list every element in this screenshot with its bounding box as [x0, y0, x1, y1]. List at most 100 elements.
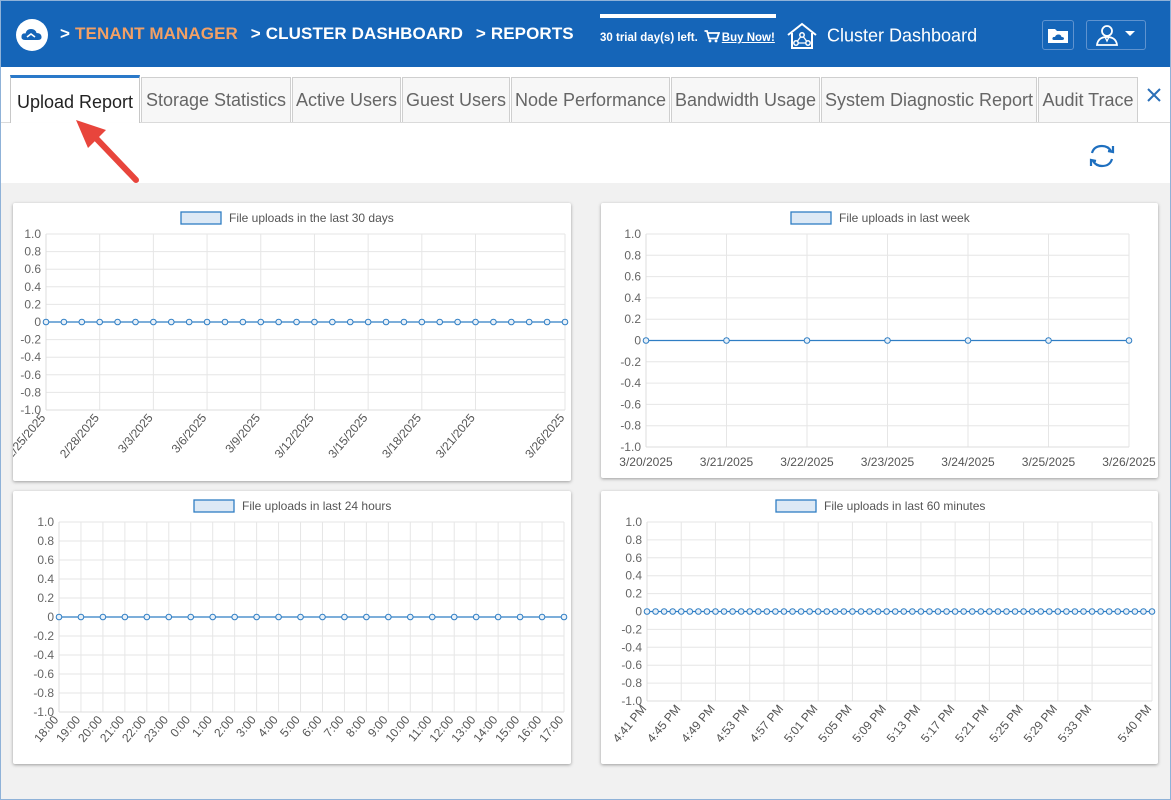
data-point [986, 608, 993, 615]
tab-active-users[interactable]: Active Users [292, 77, 401, 122]
data-point [454, 318, 461, 326]
legend-swatch [180, 211, 222, 225]
y-tick-label: 0.4 [24, 280, 41, 294]
data-point [400, 318, 408, 326]
data-point [150, 318, 157, 326]
x-tick-label: 3/26/2025 [1102, 455, 1156, 469]
x-tick-label: 3/15/2025 [325, 411, 370, 461]
y-tick-label: -0.4 [621, 640, 642, 654]
cluster-dashboard-link[interactable]: Cluster Dashboard [785, 22, 977, 50]
x-tick-label: 8:00 [343, 713, 369, 740]
data-point [55, 613, 63, 621]
data-point [677, 608, 685, 615]
data-point [253, 613, 260, 621]
data-point [686, 608, 694, 615]
x-tick-label: 2:00 [211, 713, 237, 740]
y-tick-label: -0.8 [20, 385, 41, 399]
y-tick-label: 0 [47, 610, 54, 624]
tab-storage-statistics[interactable]: Storage Statistics [141, 77, 291, 122]
y-tick-label: 0.4 [625, 569, 642, 583]
x-tick-label: 17:00 [536, 713, 566, 745]
y-tick-label: -0.2 [20, 333, 41, 347]
data-point [1037, 608, 1045, 615]
data-point [780, 608, 788, 615]
data-point [723, 337, 730, 344]
y-tick-label: 1.0 [625, 515, 642, 529]
chart-card-30-days: File uploads in the last 30 days 1.0 0.8 0.… [13, 203, 571, 481]
tab-upload-report[interactable]: Upload Report [10, 75, 140, 123]
x-tick-label: 2/25/2025 [13, 411, 49, 461]
breadcrumb-separator: > [475, 24, 486, 43]
legend-label: File uploads in last 60 minutes [824, 499, 985, 513]
x-tick-label: 5:25 PM [986, 702, 1025, 745]
buy-now-link[interactable]: Buy Now! [721, 32, 775, 45]
y-tick-label: 1.0 [24, 227, 41, 241]
y-tick-label: 0.4 [624, 291, 641, 305]
y-tick-label: -0.6 [33, 667, 54, 681]
chart-card-last-week: File uploads in last week 1.0 0.8 0.6 0.4 0.2… [601, 203, 1158, 478]
data-point [187, 613, 195, 621]
data-point [669, 608, 676, 615]
data-point [143, 613, 151, 621]
data-point [538, 613, 546, 621]
tab-node-performance[interactable]: Node Performance [511, 77, 670, 122]
user-menu-button[interactable] [1086, 20, 1146, 50]
breadcrumb-cluster-dashboard[interactable]: CLUSTER DASHBOARD [265, 24, 463, 43]
y-tick-label: 0.6 [37, 553, 54, 567]
tab-guest-users[interactable]: Guest Users [402, 77, 510, 122]
data-point [293, 318, 300, 326]
data-point [257, 318, 265, 326]
data-point [643, 608, 651, 615]
y-tick-label: -0.6 [621, 658, 642, 672]
legend-label: File uploads in last 24 hours [242, 499, 391, 513]
data-point [1045, 608, 1053, 615]
data-point [917, 608, 925, 615]
x-tick-label: 4:00 [255, 713, 281, 740]
cloud-logo-icon[interactable] [16, 19, 48, 51]
data-point [121, 613, 129, 621]
y-tick-label: 0.2 [624, 312, 641, 326]
chart-legend: File uploads in the last 30 days [180, 211, 394, 225]
data-point [884, 337, 891, 344]
refresh-icon[interactable] [1085, 140, 1119, 172]
x-tick-label: 5:21 PM [952, 702, 991, 745]
data-point [977, 608, 985, 615]
tab-audit-trace[interactable]: Audit Trace [1038, 77, 1138, 122]
data-point [508, 318, 515, 326]
x-tick-label: 5:05 PM [815, 702, 854, 745]
close-icon[interactable] [1143, 84, 1165, 106]
data-point [407, 613, 414, 621]
data-point [275, 318, 282, 326]
breadcrumb-tenant-manager[interactable]: TENANT MANAGER [75, 24, 238, 43]
data-point [1114, 608, 1122, 615]
breadcrumb: > TENANT MANAGER > CLUSTER DASHBOARD > REPO… [60, 24, 582, 44]
x-tick-label: 5:29 PM [1021, 702, 1060, 745]
data-point [297, 613, 304, 621]
data-point [185, 318, 193, 326]
y-tick-label: 0 [634, 334, 641, 348]
data-point [695, 608, 702, 615]
data-point [737, 608, 745, 615]
data-point [560, 613, 568, 621]
data-point [1063, 608, 1070, 615]
x-tick-label: 23:00 [141, 713, 171, 745]
top-bar: > TENANT MANAGER > CLUSTER DASHBOARD > REPO… [0, 0, 1171, 67]
house-network-icon [787, 22, 817, 49]
data-point [994, 608, 1002, 615]
data-point [789, 608, 796, 615]
x-tick-label: 3/25/2025 [1022, 455, 1076, 469]
data-point [209, 613, 216, 621]
x-tick-label: 3/9/2025 [222, 411, 263, 456]
y-tick-label: -0.2 [620, 355, 641, 369]
data-point [418, 318, 426, 326]
chart-24-hours: File uploads in last 24 hours 1.0 0.8 0.6 0.… [31, 499, 568, 745]
y-tick-label: -1.0 [621, 694, 642, 708]
y-tick-label: 0.8 [37, 534, 54, 548]
data-point [712, 608, 719, 615]
data-point [943, 608, 950, 615]
folder-button[interactable] [1042, 20, 1074, 50]
data-point [763, 608, 771, 615]
tab-system-diagnostic-report[interactable]: System Diagnostic Report [821, 77, 1037, 122]
tab-bandwidth-usage[interactable]: Bandwidth Usage [671, 77, 820, 122]
data-point [1080, 608, 1087, 615]
